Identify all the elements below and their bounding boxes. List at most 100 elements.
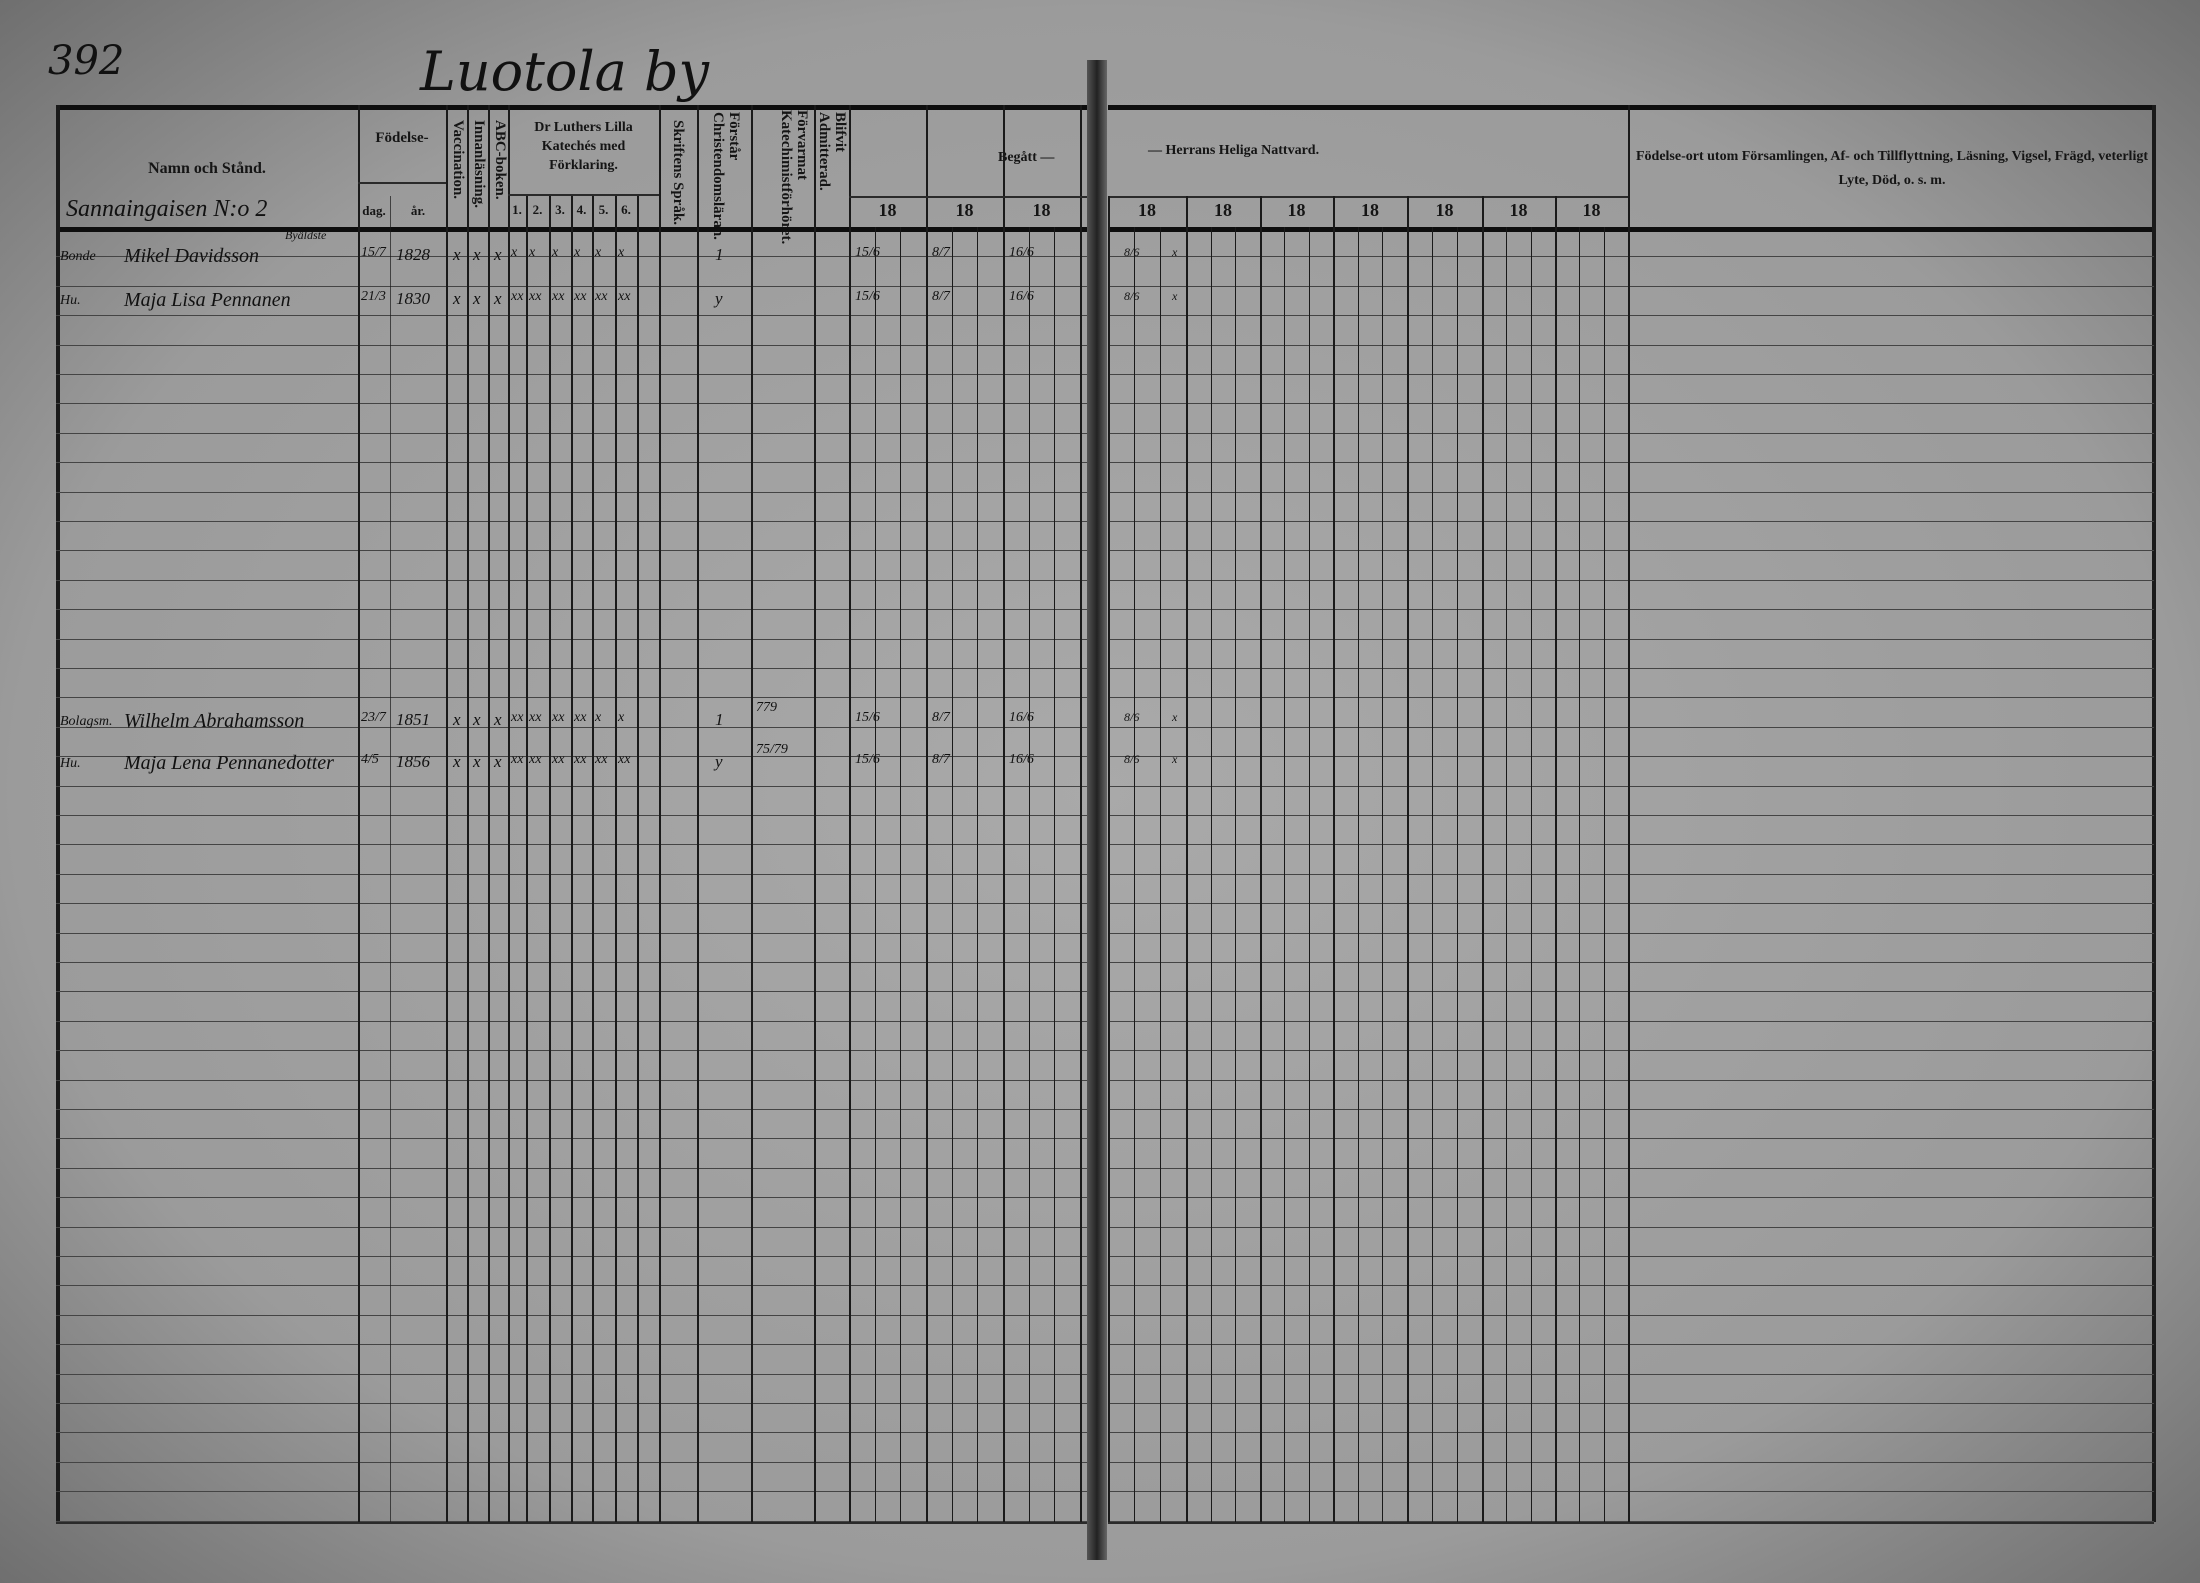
column-subrule [1054, 227, 1055, 1522]
row-rule [1108, 1050, 2154, 1051]
entry-title: Hu. [60, 293, 81, 308]
year-prefix: 18 [878, 200, 897, 220]
entry-luther-mark: x [595, 710, 602, 725]
row-rule [1108, 903, 2154, 904]
entry-reading: x [473, 752, 481, 771]
column-rule [1186, 196, 1188, 1522]
entry-title: Bolagsm. [60, 714, 113, 729]
year-sub-rule [1108, 196, 1628, 198]
frame-bottom [56, 1522, 1087, 1524]
entry-communion-mark: x [1172, 752, 1178, 766]
column-subrule [952, 227, 953, 1522]
luther-part-label: 4. [576, 202, 587, 217]
entry-vaccination: x [453, 245, 461, 264]
header-reading: Innanläsning. [471, 120, 487, 208]
entry-luther-mark: xx [552, 710, 565, 725]
header-catechumen: Förvarmat Katechimistförhöret. [778, 110, 810, 245]
luther-part-label: 6. [621, 202, 631, 217]
row-rule [1108, 256, 2154, 257]
book-gutter [1087, 60, 1107, 1560]
row-rule [1108, 1197, 2154, 1198]
row-rule [1108, 874, 2154, 875]
column-rule [592, 196, 594, 1522]
row-rule [1108, 403, 2154, 404]
header-abc: ABC-boken. [492, 120, 508, 200]
luther-part-label: 3. [555, 202, 565, 217]
entry-abc: x [494, 245, 502, 264]
column-rule [488, 105, 490, 1522]
column-subrule [1382, 227, 1383, 1522]
row-rule [1108, 727, 2154, 728]
entry-luther-mark: xx [618, 289, 631, 304]
year-prefix: 18 [1435, 200, 1454, 220]
entry-communion-date: 16/6 [1009, 710, 1034, 725]
header-birth: Födelse- [375, 130, 429, 146]
entry-communion-date: 8/7 [932, 752, 950, 767]
column-subrule [1309, 227, 1310, 1522]
column-rule [697, 105, 699, 1522]
column-subrule [1235, 227, 1236, 1522]
entry-name: Maja Lisa Pennanen [124, 289, 291, 311]
entry-communion-date: 15/6 [855, 710, 880, 725]
entry-luther-mark: xx [511, 752, 524, 767]
header-understands: Förstår Christendomsläran. [710, 112, 742, 240]
entry-communion-date: 8/7 [932, 289, 950, 304]
entry-birth-year: 1856 [396, 752, 430, 771]
entry-birth-day: 15/7 [361, 245, 386, 260]
entry-luther-mark: x [511, 245, 518, 260]
column-rule [637, 196, 639, 1522]
row-rule [1108, 933, 2154, 934]
column-rule [358, 105, 360, 1522]
header-top-rule [56, 105, 1087, 110]
entry-abc: x [494, 289, 502, 308]
column-rule [549, 196, 551, 1522]
entry-abc: x [494, 752, 502, 771]
column-subrule [1506, 227, 1507, 1522]
village-title: Luotola by [420, 40, 710, 103]
column-subrule [1531, 227, 1532, 1522]
column-rule [1555, 196, 1557, 1522]
row-rule [1108, 639, 2154, 640]
entry-luther-mark: xx [574, 710, 587, 725]
entry-luther-mark: xx [618, 752, 631, 767]
row-rule [1108, 1521, 2154, 1522]
entry-communion-date: 15/6 [855, 752, 880, 767]
section-label: Sannaingaisen N:o 2 [66, 196, 268, 222]
row-rule [1108, 580, 2154, 581]
column-subrule [977, 227, 978, 1522]
luther-sub-rule [508, 194, 659, 196]
column-subrule [1358, 227, 1359, 1522]
entry-luther-mark: xx [595, 752, 608, 767]
birth-sub-rule [358, 182, 446, 184]
header-vaccination: Vaccination. [450, 120, 466, 200]
entry-communion-date: 8/7 [932, 710, 950, 725]
column-rule [1333, 196, 1335, 1522]
header-admitted: Blifvit Admitterad. [816, 112, 848, 191]
column-rule [1260, 196, 1262, 1522]
column-rule [526, 196, 528, 1522]
luther-part-label: 5. [598, 202, 609, 217]
column-rule [1628, 105, 1630, 1522]
entry-communion-date: 16/6 [1009, 752, 1034, 767]
row-rule [1108, 345, 2154, 346]
entry-luther-mark: x [618, 245, 625, 260]
entry-luther-mark: xx [529, 752, 542, 767]
entry-birth-year: 1828 [396, 245, 430, 264]
entry-communion-date: 8/7 [932, 245, 950, 260]
year-prefix: 18 [1032, 200, 1051, 220]
row-rule [1108, 286, 2154, 287]
entry-name: Mikel Davidsson [124, 245, 259, 267]
entry-title: Bonde [60, 249, 96, 264]
entry-luther-mark: xx [511, 710, 524, 725]
entry-luther-mark: xx [529, 710, 542, 725]
column-rule [1108, 196, 1110, 1522]
row-rule [1108, 786, 2154, 787]
column-rule [751, 105, 753, 1522]
entry-birth-year: 1851 [396, 710, 430, 729]
column-subrule [1579, 227, 1580, 1522]
entry-luther-mark: xx [574, 752, 587, 767]
column-subrule [1211, 227, 1212, 1522]
column-rule [615, 196, 617, 1522]
luther-part-label: 1. [512, 202, 522, 217]
header-remarks: Födelse-ort utom Församlingen, Af- och T… [1635, 149, 2149, 188]
